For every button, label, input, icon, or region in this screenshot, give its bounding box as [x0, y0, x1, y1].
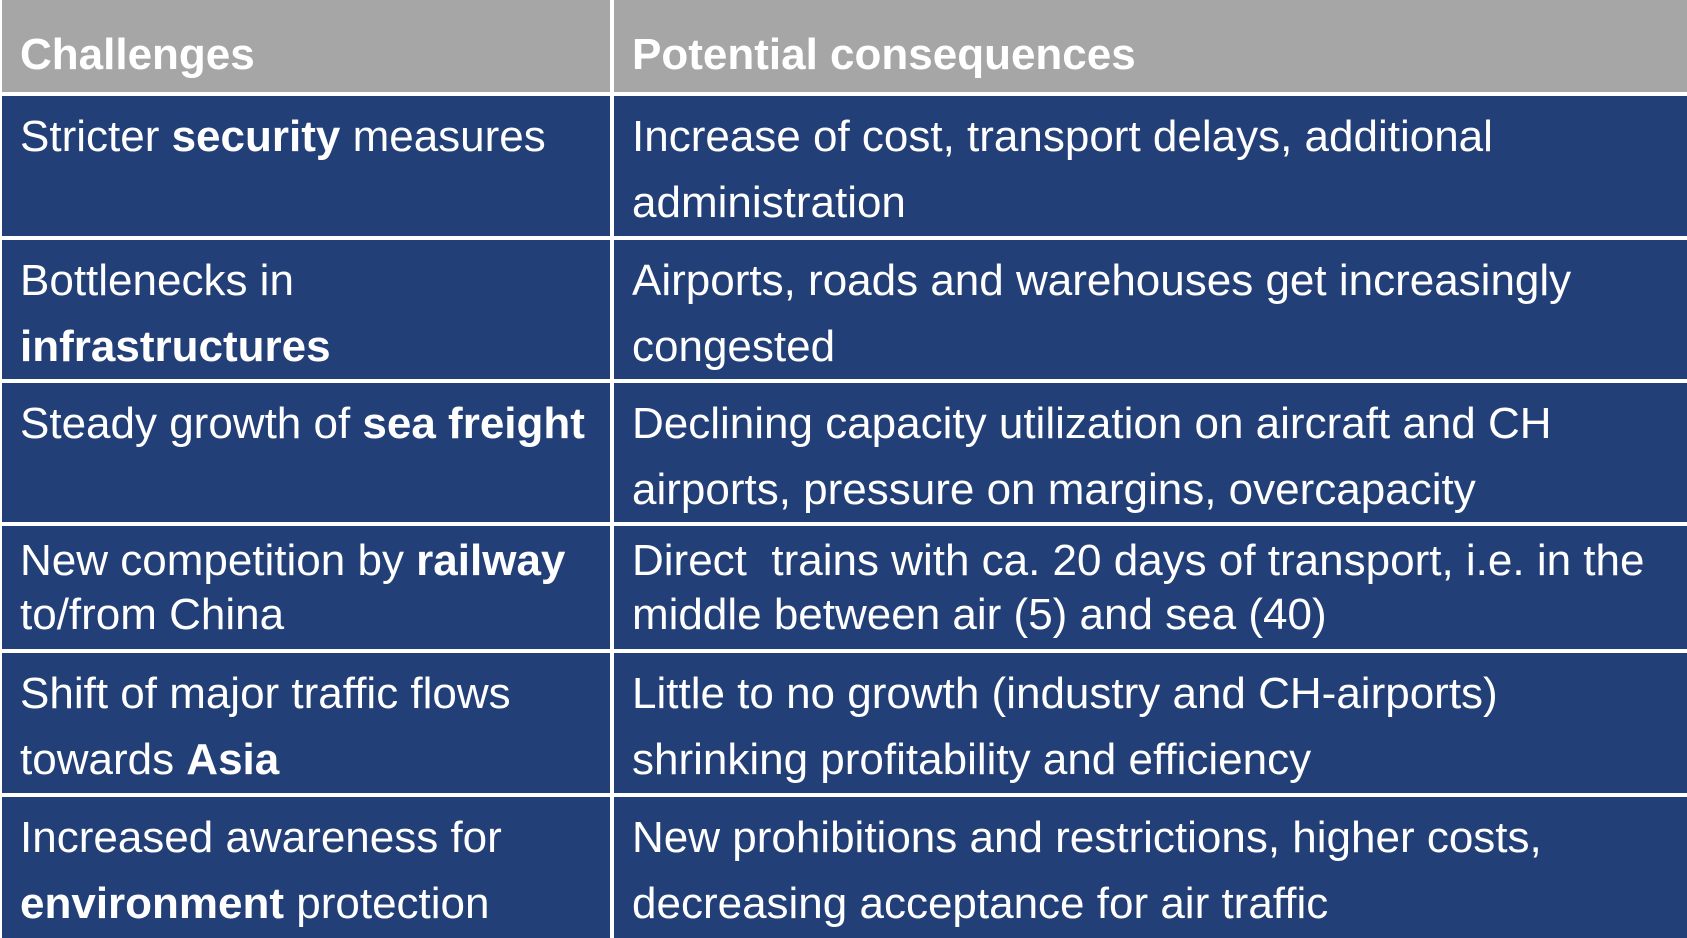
table-header-row: Challenges Potential consequences [0, 0, 1687, 92]
table-row: Stricter security measures Increase of c… [0, 96, 1687, 236]
table-row: Bottlenecks in infrastructures Airports,… [0, 240, 1687, 379]
consequence-cell: New prohibitions and restrictions, highe… [614, 797, 1687, 938]
table-row: Shift of major traffic flows towards Asi… [0, 653, 1687, 793]
challenge-cell: Steady growth of sea freight [2, 383, 610, 522]
consequence-cell: Increase of cost, transport delays, addi… [614, 96, 1687, 236]
challenge-cell: Increased awareness for environment prot… [2, 797, 610, 938]
consequence-cell: Declining capacity utilization on aircra… [614, 383, 1687, 522]
challenge-cell: Shift of major traffic flows towards Asi… [2, 653, 610, 793]
consequence-cell: Direct trains with ca. 20 days of transp… [614, 526, 1687, 649]
challenge-keyword: railway [416, 536, 566, 585]
challenge-keyword: infrastructures [20, 322, 331, 371]
challenge-cell: Bottlenecks in infrastructures [2, 240, 610, 379]
challenge-cell: Stricter security measures [2, 96, 610, 236]
header-challenges: Challenges [2, 0, 610, 92]
challenge-keyword: sea freight [362, 399, 585, 448]
challenge-keyword: Asia [186, 735, 280, 784]
table-row: Increased awareness for environment prot… [0, 797, 1687, 938]
table-row: Steady growth of sea freight Declining c… [0, 383, 1687, 522]
challenge-keyword: environment [20, 879, 285, 928]
table-row: New competition by railway to/from China… [0, 526, 1687, 649]
challenge-cell: New competition by railway to/from China [2, 526, 610, 649]
header-potential-consequences: Potential consequences [614, 0, 1687, 92]
consequence-cell: Airports, roads and warehouses get incre… [614, 240, 1687, 379]
challenge-keyword: security [171, 112, 341, 161]
consequence-cell: Little to no growth (industry and CH-air… [614, 653, 1687, 793]
